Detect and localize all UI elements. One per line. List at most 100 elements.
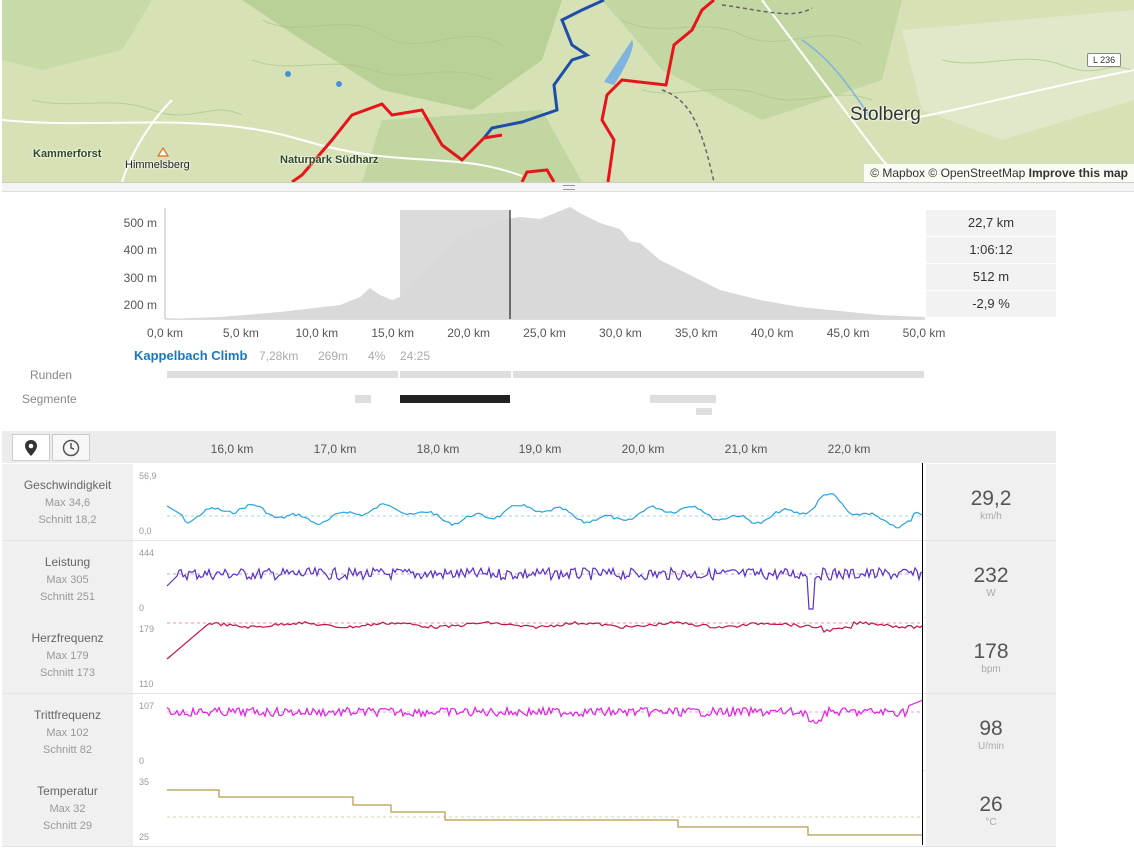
channel-avg: Schnitt 18,2: [38, 514, 97, 526]
elev-xtick: 40,0 km: [750, 326, 794, 340]
segment-distance: 7,28km: [259, 349, 299, 363]
channel-max: Max 34,6: [44, 497, 91, 509]
channel-scale-max: 35: [139, 777, 150, 787]
segment-bar[interactable]: [696, 408, 712, 415]
channel-value: 26 °C: [926, 770, 1056, 846]
map-label-stolberg: Stolberg: [850, 104, 921, 125]
channel-max: Max 179: [46, 650, 89, 662]
osm-link[interactable]: © OpenStreetMap: [928, 166, 1026, 180]
channel-scale-min: 0: [139, 603, 145, 613]
channel-plot[interactable]: [133, 770, 926, 846]
elev-xtick: 30,0 km: [599, 326, 642, 340]
distance-mode-button[interactable]: [12, 434, 50, 461]
elev-xtick: 45,0 km: [826, 326, 870, 340]
channel-plot[interactable]: [133, 617, 926, 693]
segment-bar-selected[interactable]: [400, 395, 510, 403]
grip-icon: [563, 185, 575, 190]
channel-current-value: 26: [979, 793, 1003, 816]
channel-series-line: [166, 699, 924, 724]
channel-value: 29,2 km/h: [926, 464, 1056, 540]
channel-series-line: [166, 620, 924, 660]
elev-xtick: 5,0 km: [222, 326, 259, 340]
channel-info: Geschwindigkeit Max 34,6 Schnitt 18,2: [2, 464, 133, 540]
channel-series-line: [167, 789, 923, 836]
channel-avg: Schnitt 173: [39, 667, 96, 679]
detail-xtick: 22,0 km: [827, 442, 871, 456]
elev-xtick: 25,0 km: [523, 326, 566, 340]
segment-bar[interactable]: [650, 395, 716, 403]
channel-info: Leistung Max 305 Schnitt 251: [2, 541, 133, 617]
channel-unit: km/h: [980, 511, 1002, 522]
channel-scale-max: 444: [139, 548, 155, 558]
channel-title: Trittfrequenz: [34, 708, 101, 722]
channel-scale-min: 0: [139, 756, 145, 766]
detail-toolbar: [2, 431, 1056, 463]
stat-grade: -2,9 %: [926, 291, 1056, 317]
channel-plot[interactable]: [133, 464, 926, 540]
elev-xtick: 20,0 km: [447, 326, 490, 340]
elevation-svg[interactable]: [160, 205, 930, 325]
channel-separator: [2, 846, 1056, 847]
channel-plot[interactable]: [133, 541, 926, 617]
detail-xtick: 19,0 km: [518, 442, 562, 456]
channel-separator: [2, 540, 1056, 541]
map-label-kammerforst: Kammerforst: [33, 148, 102, 160]
channel-title: Herzfrequenz: [31, 631, 104, 645]
channel-separator: [2, 693, 1056, 694]
channel-scale-max: 179: [139, 624, 155, 634]
channel-plot[interactable]: [133, 694, 926, 770]
channel-avg: Schnitt 251: [39, 591, 96, 603]
channel-current-value: 178: [973, 640, 1009, 663]
time-mode-button[interactable]: [52, 434, 90, 461]
channel-unit: bpm: [981, 664, 1001, 675]
map-canvas: [2, 0, 1134, 182]
improve-map-link[interactable]: Improve this map: [1028, 166, 1128, 180]
channel-scale-min: 25: [139, 832, 150, 842]
map-label-himmelsberg: Himmelsberg: [125, 159, 190, 171]
elev-ytick: 200 m: [123, 298, 157, 312]
elevation-area: [165, 207, 925, 319]
route-map[interactable]: Kammerforst Himmelsberg Naturpark Südhar…: [2, 0, 1134, 182]
channel-value: 98 U/min: [926, 694, 1056, 770]
detail-xtick: 18,0 km: [416, 442, 460, 456]
channel-max: Max 102: [46, 727, 89, 739]
mapbox-link[interactable]: © Mapbox: [870, 166, 926, 180]
segment-bar[interactable]: [355, 395, 371, 403]
clock-icon: [62, 439, 80, 456]
road-badge: L 236: [1087, 53, 1122, 67]
channel-current-value: 232: [973, 564, 1009, 587]
channel-avg: Schnitt 82: [43, 744, 92, 756]
map-pin-icon: [25, 439, 37, 456]
channel-value: 178 bpm: [926, 617, 1056, 693]
channel-current-value: 98: [979, 717, 1003, 740]
lap-bar[interactable]: [167, 371, 398, 378]
detail-cursor: [922, 463, 923, 845]
channel-scale-min: 110: [139, 679, 154, 689]
elev-xtick: 35,0 km: [674, 326, 718, 340]
channel-series-line: [166, 493, 924, 529]
detail-xtick: 17,0 km: [313, 442, 357, 456]
channel-info: Temperatur Max 32 Schnitt 29: [2, 770, 133, 846]
channel-scale-max: 56,9: [139, 471, 157, 481]
channel-series-line: [166, 565, 924, 610]
lap-bar[interactable]: [400, 371, 511, 378]
channel-info: Herzfrequenz Max 179 Schnitt 173: [2, 617, 133, 693]
channel-value: 232 W: [926, 541, 1056, 617]
stat-distance: 22,7 km: [926, 210, 1056, 236]
map-attribution: © Mapbox © OpenStreetMap Improve this ma…: [864, 164, 1134, 182]
segment-grade: 4%: [368, 349, 386, 363]
elev-ytick: 500 m: [123, 216, 157, 230]
channel-title: Leistung: [44, 555, 91, 569]
channel-max: Max 32: [49, 803, 86, 815]
laps-label: Runden: [30, 368, 73, 382]
detail-xtick: 20,0 km: [621, 442, 665, 456]
segment-elevation: 269m: [318, 349, 349, 363]
elev-xtick: 50,0 km: [902, 326, 946, 340]
segment-name-link[interactable]: Kappelbach Climb: [134, 348, 248, 363]
resize-handle[interactable]: [2, 182, 1134, 192]
channel-avg: Schnitt 29: [43, 820, 92, 832]
channel-scale-min: 0,0: [139, 526, 152, 536]
lap-bar[interactable]: [513, 371, 924, 378]
channel-unit: °C: [985, 817, 997, 828]
